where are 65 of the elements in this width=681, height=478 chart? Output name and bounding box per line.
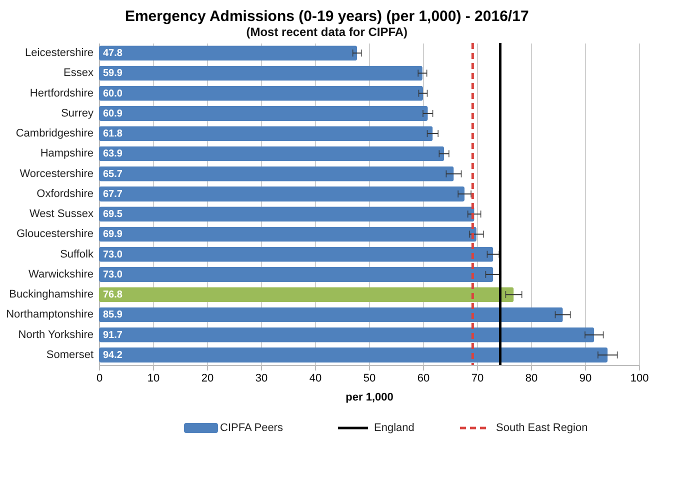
y-tick-label: West Sussex bbox=[30, 208, 94, 220]
x-tick-label: 10 bbox=[147, 372, 160, 384]
y-tick-label: Essex bbox=[64, 67, 94, 80]
y-tick-label: Northamptonshire bbox=[6, 308, 94, 321]
bar bbox=[99, 246, 494, 262]
data-label: 61.8 bbox=[103, 128, 123, 140]
chart-title: Emergency Admissions (0-19 years) (per 1,000) - 2016/17 bbox=[124, 8, 529, 25]
y-tick-label: North Yorkshire bbox=[18, 328, 94, 341]
data-label: 69.5 bbox=[103, 209, 123, 220]
legend-label: England bbox=[374, 422, 414, 434]
bar bbox=[99, 126, 433, 142]
data-label: 85.9 bbox=[103, 310, 123, 321]
data-label: 73.0 bbox=[103, 249, 123, 260]
x-tick-label: 70 bbox=[471, 372, 484, 384]
bar bbox=[99, 146, 444, 162]
data-label: 67.7 bbox=[103, 188, 123, 200]
data-label: 91.7 bbox=[103, 330, 123, 341]
bar bbox=[99, 186, 465, 202]
y-tick-label: Buckinghamshire bbox=[9, 288, 94, 301]
y-tick-label: Leicestershire bbox=[25, 47, 94, 60]
bar bbox=[99, 106, 428, 121]
bar bbox=[99, 166, 454, 182]
x-tick-label: 60 bbox=[417, 372, 430, 384]
y-tick-label: Oxfordshire bbox=[36, 188, 94, 200]
x-tick-label: 30 bbox=[255, 372, 268, 384]
bar bbox=[99, 226, 476, 242]
bar bbox=[99, 266, 494, 282]
legend-label: CIPFA Peers bbox=[220, 422, 284, 434]
y-tick-label: Warwickshire bbox=[28, 268, 94, 280]
x-tick-label: 90 bbox=[579, 372, 592, 384]
data-label: 94.2 bbox=[103, 350, 123, 361]
x-tick-label: 20 bbox=[201, 372, 214, 384]
chart-subtitle: (Most recent data for CIPFA) bbox=[246, 24, 408, 39]
data-label: 69.9 bbox=[103, 229, 123, 240]
data-label: 47.8 bbox=[103, 48, 123, 60]
x-tick-label: 50 bbox=[363, 372, 376, 384]
bar bbox=[99, 307, 563, 322]
legend-label: South East Region bbox=[496, 422, 588, 434]
bar bbox=[99, 66, 422, 81]
y-tick-label: Worcestershire bbox=[20, 168, 94, 180]
x-tick-label: 100 bbox=[630, 372, 649, 384]
data-label: 60.0 bbox=[103, 88, 123, 100]
y-tick-label: Cambridgeshire bbox=[16, 128, 94, 140]
x-tick-label: 80 bbox=[525, 372, 538, 384]
y-tick-label: Hertfordshire bbox=[30, 87, 94, 100]
y-tick-label: Suffolk bbox=[60, 248, 94, 260]
y-tick-label: Somerset bbox=[46, 348, 94, 361]
y-tick-label: Hampshire bbox=[40, 148, 94, 160]
bar bbox=[99, 86, 423, 101]
bar bbox=[99, 287, 514, 302]
data-label: 60.9 bbox=[103, 108, 123, 120]
x-axis-title: per 1,000 bbox=[346, 392, 394, 404]
data-label: 59.9 bbox=[103, 68, 123, 80]
data-label: 73.0 bbox=[103, 269, 123, 280]
x-tick-label: 40 bbox=[309, 372, 322, 384]
data-label: 76.8 bbox=[103, 290, 123, 301]
y-tick-label: Gloucestershire bbox=[16, 228, 94, 240]
bar bbox=[99, 347, 608, 362]
bar bbox=[99, 206, 474, 222]
data-label: 63.9 bbox=[103, 148, 123, 160]
x-tick-label: 0 bbox=[96, 372, 103, 384]
bar bbox=[99, 46, 358, 61]
bar bbox=[99, 327, 594, 342]
y-tick-label: Surrey bbox=[61, 107, 94, 120]
data-label: 65.7 bbox=[103, 168, 123, 180]
